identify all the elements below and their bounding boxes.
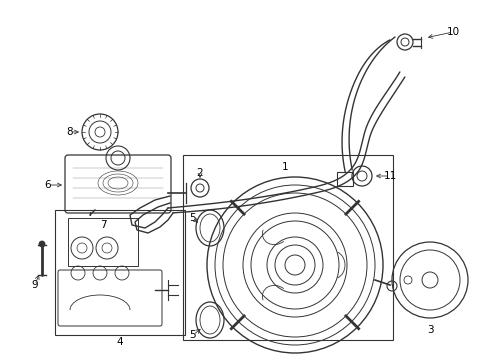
Bar — [55, 210, 184, 335]
Text: 5: 5 — [189, 330, 196, 340]
Bar — [183, 155, 392, 340]
Text: 7: 7 — [100, 220, 106, 230]
Text: 10: 10 — [446, 27, 459, 37]
Bar — [68, 218, 138, 266]
Text: 1: 1 — [281, 162, 288, 172]
Text: 5: 5 — [189, 213, 196, 223]
Text: 11: 11 — [383, 171, 396, 181]
Text: 8: 8 — [66, 127, 73, 137]
Text: 2: 2 — [196, 168, 203, 178]
Text: 6: 6 — [44, 180, 51, 190]
Text: 4: 4 — [117, 337, 123, 347]
Text: 9: 9 — [32, 280, 38, 290]
Bar — [336, 172, 352, 186]
Circle shape — [39, 241, 45, 247]
Text: 3: 3 — [426, 325, 432, 335]
